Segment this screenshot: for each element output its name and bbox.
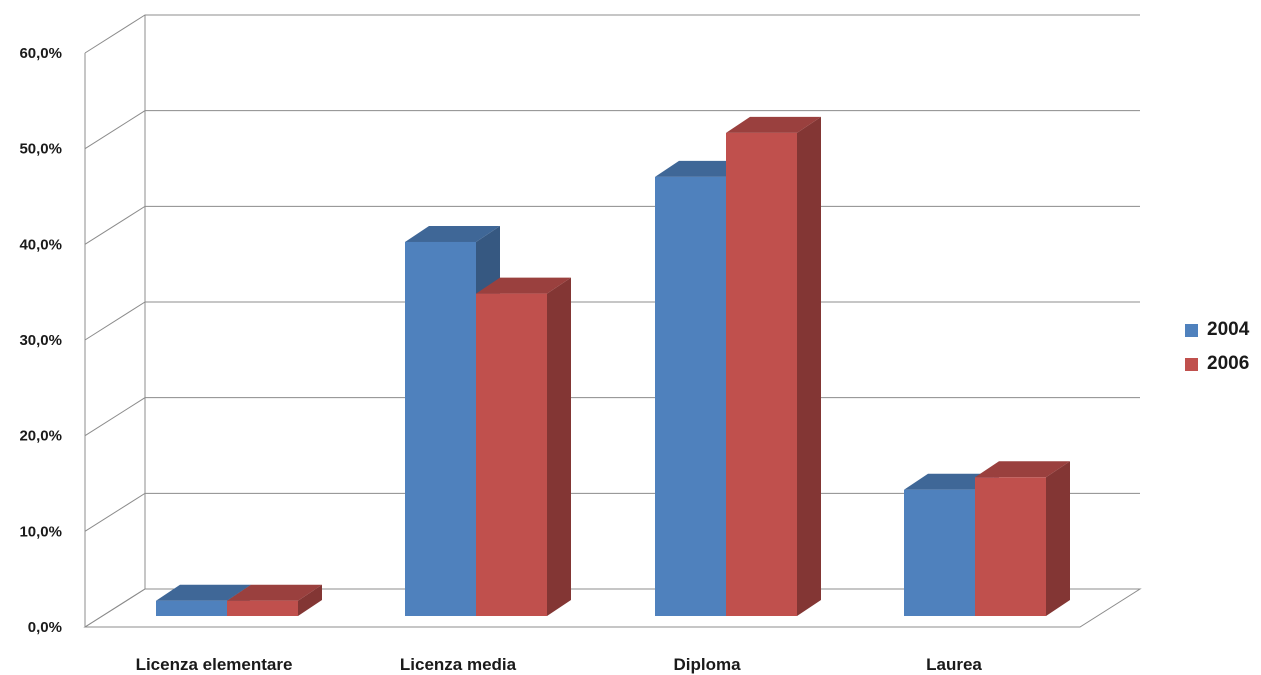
bars <box>156 116 1070 616</box>
bar-front-face <box>476 293 547 616</box>
gridline <box>84 205 1140 245</box>
bar-front-face <box>655 176 726 616</box>
bar-top-face <box>156 584 251 601</box>
bar-side-face <box>797 116 821 616</box>
y-tick-label: 50,0% <box>19 141 62 158</box>
x-category-label: Laurea <box>926 655 982 674</box>
gridline <box>84 301 1140 341</box>
bar <box>476 277 571 616</box>
y-tick-label: 10,0% <box>19 523 62 540</box>
bar-front-face <box>726 132 797 616</box>
y-tick-label: 30,0% <box>19 332 62 349</box>
bar-top-face <box>476 277 571 294</box>
y-axis-tick-labels: 0,0% 10,0% 20,0% 30,0% 40,0% 50,0% 60,0% <box>19 45 62 636</box>
bar-side-face <box>1046 461 1070 616</box>
bar-top-face <box>227 584 322 601</box>
bar <box>227 584 322 616</box>
gridline <box>84 397 1140 437</box>
y-tick-label: 40,0% <box>19 236 62 253</box>
bar-top-face <box>405 225 500 242</box>
bar-top-face <box>726 116 821 133</box>
legend-item-2006: 2006 <box>1185 347 1249 381</box>
bar-front-face <box>405 241 476 616</box>
x-category-label: Diploma <box>673 655 741 674</box>
bar-front-face <box>227 600 298 616</box>
x-category-label: Licenza elementare <box>136 655 293 674</box>
gridlines <box>83 14 1142 628</box>
bar-front-face <box>904 489 975 616</box>
legend: 2004 2006 <box>1185 313 1249 381</box>
y-tick-label: 0,0% <box>28 619 62 636</box>
legend-swatch-2006 <box>1185 357 1198 371</box>
bar <box>726 116 821 616</box>
bar-side-face <box>547 277 571 616</box>
legend-item-2004: 2004 <box>1185 313 1249 347</box>
bar-front-face <box>156 600 227 616</box>
legend-label-2006: 2006 <box>1207 353 1250 374</box>
gridline <box>84 110 1140 150</box>
legend-label-2004: 2004 <box>1207 319 1250 340</box>
x-category-label: Licenza media <box>400 655 517 674</box>
gridline <box>84 14 1140 54</box>
y-tick-label: 60,0% <box>19 45 62 62</box>
bar-top-face <box>975 461 1070 478</box>
bar <box>975 461 1070 616</box>
bar-side-face <box>298 584 322 616</box>
legend-swatch-2004 <box>1185 323 1198 337</box>
y-tick-label: 20,0% <box>19 428 62 445</box>
x-axis-category-labels: Licenza elementare Licenza media Diploma La… <box>136 655 983 674</box>
bar-front-face <box>975 477 1046 616</box>
